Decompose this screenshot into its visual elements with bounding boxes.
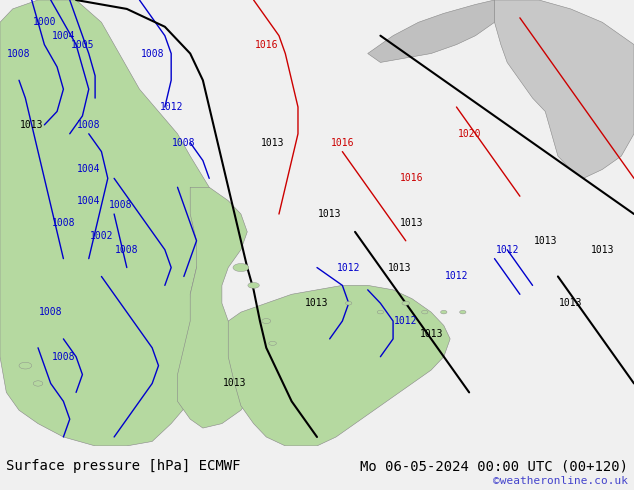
Text: 1012: 1012	[337, 263, 361, 272]
Text: ©weatheronline.co.uk: ©weatheronline.co.uk	[493, 476, 628, 486]
Text: 1008: 1008	[140, 49, 164, 58]
Polygon shape	[495, 0, 634, 178]
Ellipse shape	[377, 310, 384, 314]
Ellipse shape	[262, 318, 271, 323]
Text: 1013: 1013	[533, 236, 557, 246]
Text: 1013: 1013	[305, 298, 329, 308]
Text: 1013: 1013	[387, 263, 411, 272]
Polygon shape	[178, 187, 260, 428]
Text: 1002: 1002	[89, 231, 113, 242]
Text: 1020: 1020	[457, 129, 481, 139]
Text: 1008: 1008	[51, 352, 75, 362]
Ellipse shape	[248, 282, 259, 288]
Ellipse shape	[460, 310, 466, 314]
Text: 1004: 1004	[77, 165, 101, 174]
Text: 1012: 1012	[394, 316, 418, 326]
Text: 1016: 1016	[400, 173, 424, 183]
Text: 1008: 1008	[77, 120, 101, 130]
Text: 1013: 1013	[261, 138, 285, 147]
Text: 1005: 1005	[70, 40, 94, 49]
Text: 1008: 1008	[108, 200, 133, 210]
Text: 1016: 1016	[330, 138, 354, 147]
Text: 1008: 1008	[172, 138, 196, 147]
Text: 1012: 1012	[159, 102, 183, 112]
Ellipse shape	[402, 301, 410, 305]
Text: 1012: 1012	[444, 271, 469, 281]
Text: 1004: 1004	[77, 196, 101, 206]
Text: 1016: 1016	[254, 40, 278, 49]
Ellipse shape	[441, 310, 447, 314]
Text: Mo 06-05-2024 00:00 UTC (00+120): Mo 06-05-2024 00:00 UTC (00+120)	[359, 459, 628, 473]
Text: Surface pressure [hPa] ECMWF: Surface pressure [hPa] ECMWF	[6, 459, 241, 473]
Text: 1008: 1008	[115, 245, 139, 255]
Text: 1008: 1008	[39, 307, 63, 317]
Polygon shape	[368, 0, 495, 62]
Text: 1004: 1004	[51, 31, 75, 41]
Ellipse shape	[19, 362, 32, 369]
Text: 1000: 1000	[32, 17, 56, 27]
Ellipse shape	[233, 264, 249, 271]
Ellipse shape	[33, 381, 43, 386]
Ellipse shape	[422, 310, 428, 314]
Text: 1012: 1012	[495, 245, 519, 255]
Text: 1013: 1013	[223, 378, 247, 389]
Polygon shape	[0, 0, 216, 446]
Ellipse shape	[346, 301, 352, 305]
Text: 1013: 1013	[318, 209, 342, 219]
Text: 1013: 1013	[20, 120, 44, 130]
Text: 1008: 1008	[51, 218, 75, 228]
Ellipse shape	[269, 342, 276, 345]
Text: 1008: 1008	[7, 49, 31, 58]
Text: 1013: 1013	[559, 298, 583, 308]
Text: 1013: 1013	[419, 329, 443, 340]
Text: 1013: 1013	[590, 245, 614, 255]
Polygon shape	[228, 285, 450, 446]
Text: 1013: 1013	[400, 218, 424, 228]
